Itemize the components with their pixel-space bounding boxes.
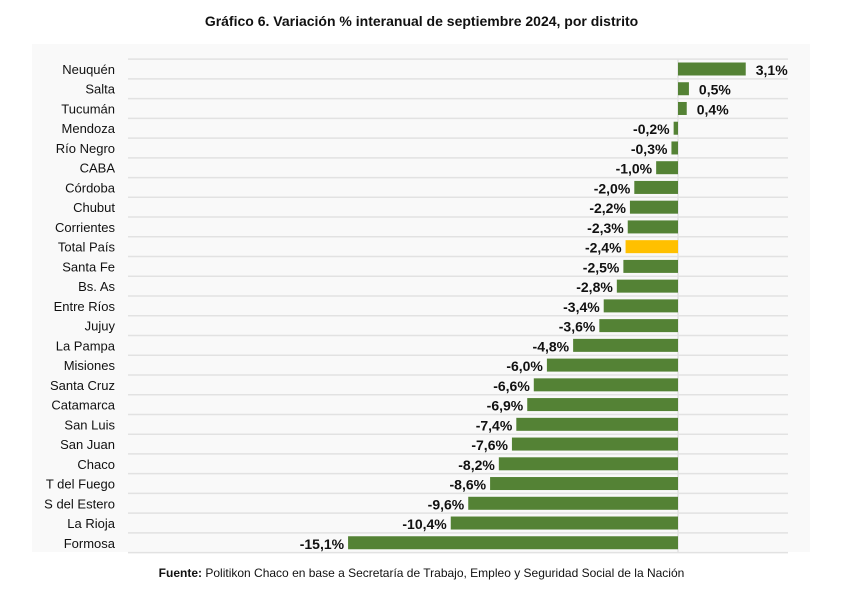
category-label: Jujuy — [85, 319, 116, 334]
category-label: Chubut — [73, 200, 115, 215]
category-label: Santa Cruz — [50, 378, 115, 393]
category-label: Tucumán — [61, 101, 115, 116]
data-label: 0,4% — [697, 101, 729, 117]
chart-panel — [32, 44, 810, 552]
bar-misiones — [546, 358, 678, 372]
bar-chaco — [498, 457, 678, 471]
data-label: 3,1% — [756, 62, 788, 78]
category-label: CABA — [80, 161, 116, 176]
data-label: -3,4% — [563, 299, 600, 315]
data-label: -2,4% — [585, 240, 622, 256]
source-text: Politikon Chaco en base a Secretaría de … — [202, 566, 685, 580]
bar-t-del-fuego — [490, 477, 678, 491]
bar-santa-fe — [623, 259, 678, 273]
category-label: San Luis — [64, 417, 115, 432]
category-label: Corrientes — [55, 220, 115, 235]
bar-la-rioja — [450, 516, 678, 530]
data-label: -10,4% — [402, 516, 447, 532]
category-label: Bs. As — [78, 279, 115, 294]
data-label: -2,8% — [576, 279, 613, 295]
data-label: -0,3% — [631, 141, 668, 157]
data-label: -2,5% — [583, 259, 620, 275]
bar-salta — [678, 82, 689, 96]
data-label: -6,9% — [487, 398, 524, 414]
category-label: La Rioja — [67, 516, 115, 531]
category-label: Neuquén — [62, 62, 115, 77]
data-label: -3,6% — [559, 319, 596, 335]
bar-mendoza — [673, 121, 678, 135]
category-label: Total País — [58, 240, 116, 255]
data-label: -8,2% — [458, 457, 495, 473]
bar-tucum-n — [678, 101, 687, 115]
category-label: Salta — [85, 82, 115, 97]
bar-c-rdoba — [634, 180, 678, 194]
bar-r-o-negro — [671, 141, 678, 155]
data-label: -7,4% — [476, 417, 513, 433]
source-note: Fuente: Politikon Chaco en base a Secret… — [0, 566, 843, 580]
category-label: Chaco — [77, 457, 115, 472]
category-label: La Pampa — [56, 338, 116, 353]
bar-la-pampa — [573, 338, 678, 352]
data-label: -4,8% — [533, 338, 570, 354]
chart-title: Gráfico 6. Variación % interanual de sep… — [204, 13, 639, 29]
bar-formosa — [348, 536, 678, 550]
data-label: -1,0% — [616, 161, 653, 177]
category-label: Formosa — [64, 536, 116, 551]
data-label: -2,2% — [589, 200, 626, 216]
data-label: -8,6% — [450, 477, 487, 493]
category-label: Santa Fe — [62, 259, 115, 274]
data-label: -2,3% — [587, 220, 624, 236]
bar-jujuy — [599, 319, 678, 333]
bar-entre-r-os — [603, 299, 678, 313]
data-label: -6,0% — [506, 358, 543, 374]
data-label: -9,6% — [428, 496, 465, 512]
category-label: San Juan — [60, 437, 115, 452]
bar-san-luis — [516, 417, 678, 431]
bar-corrientes — [627, 220, 678, 234]
category-label: Córdoba — [65, 180, 116, 195]
category-label: Mendoza — [62, 121, 116, 136]
bar-santa-cruz — [533, 378, 678, 392]
bar-neuqu-n — [678, 62, 746, 76]
category-label: Río Negro — [56, 141, 115, 156]
data-label: -0,2% — [633, 121, 670, 137]
category-label: T del Fuego — [46, 477, 115, 492]
bar-s-del-estero — [468, 496, 678, 510]
category-label: Catamarca — [51, 398, 115, 413]
bar-san-juan — [511, 437, 678, 451]
category-label: Misiones — [64, 358, 116, 373]
source-prefix: Fuente: — [158, 566, 203, 580]
category-label: Entre Ríos — [54, 299, 116, 314]
bar-catamarca — [527, 398, 678, 412]
data-label: 0,5% — [699, 82, 731, 98]
bar-total-pa-s — [625, 240, 678, 254]
bar-bs-as — [616, 279, 678, 293]
data-label: -2,0% — [594, 180, 631, 196]
data-label: -7,6% — [471, 437, 508, 453]
data-label: -6,6% — [493, 378, 530, 394]
data-label: -15,1% — [300, 536, 345, 552]
bar-chubut — [629, 200, 678, 214]
bar-caba — [656, 161, 678, 175]
category-label: S del Estero — [44, 496, 115, 511]
